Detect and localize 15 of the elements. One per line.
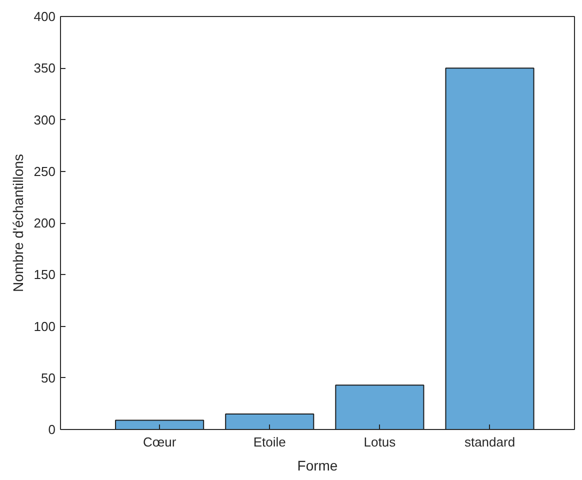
y-tick-label: 200 — [34, 216, 56, 230]
x-axis-title: Forme — [297, 458, 338, 474]
y-tick-label: 400 — [34, 9, 56, 24]
x-tick-label: Cœur — [142, 434, 177, 450]
y-axis-title: Nombre d'échantillons — [10, 154, 26, 292]
y-tick-label: 50 — [41, 370, 56, 386]
y-tick-label: 350 — [34, 60, 56, 76]
y-tick-label: 100 — [34, 318, 56, 334]
x-tick-label: standard — [464, 434, 516, 450]
y-tick-label: 150 — [34, 267, 56, 282]
y-tick-label: 300 — [34, 112, 56, 128]
x-tick-label: Etoile — [253, 434, 286, 450]
y-tick-label: 250 — [34, 164, 56, 179]
y-tick-label: 0 — [48, 422, 56, 437]
x-tick-label: Lotus — [364, 434, 396, 450]
